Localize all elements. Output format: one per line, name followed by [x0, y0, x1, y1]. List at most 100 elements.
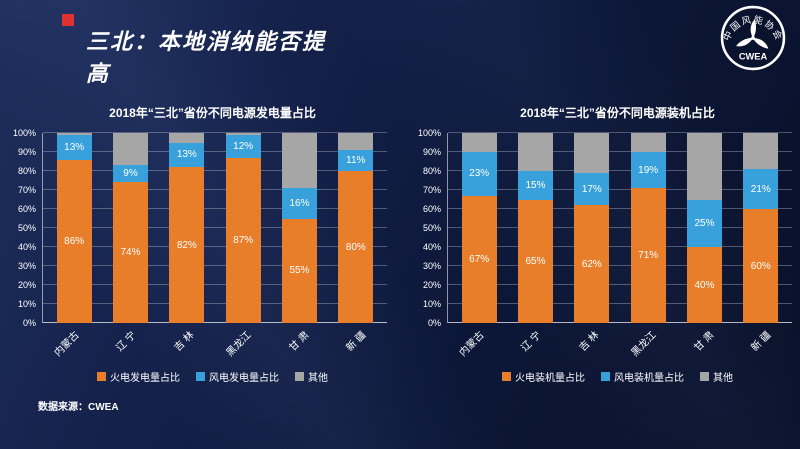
- x-category-label: 辽 宁: [519, 329, 544, 354]
- stacked-bar: 67% 23%: [461, 133, 497, 323]
- gridline: [448, 265, 792, 266]
- title-accent-square: [62, 14, 74, 26]
- data-label: 13%: [64, 141, 85, 153]
- bar-segment: [113, 133, 148, 166]
- gridline: [43, 284, 387, 285]
- bar-segment: 17%: [574, 172, 610, 206]
- gridline: [448, 284, 792, 285]
- gridline: [448, 227, 792, 228]
- x-slot: 黑龙江: [215, 323, 273, 369]
- x-category-label: 辽 宁: [114, 329, 139, 354]
- x-slot: 新 疆: [735, 323, 793, 369]
- gridline: [43, 246, 387, 247]
- page-title: 三北：本地消纳能否提高: [86, 29, 327, 86]
- stacked-bar: 80% 11%: [338, 133, 374, 323]
- stacked-bar: 74% 9%: [113, 133, 148, 323]
- x-slot: 甘 肃: [272, 323, 330, 369]
- x-category-label: 吉 林: [172, 329, 197, 354]
- legend-swatch: [97, 372, 106, 381]
- x-slot: 内蒙古: [447, 323, 505, 369]
- x-slot: 吉 林: [562, 323, 620, 369]
- bar-segment: 25%: [687, 199, 722, 247]
- stacked-bar: 62% 17%: [574, 133, 610, 323]
- data-label: 67%: [469, 253, 490, 265]
- wind-turbine-icon: [736, 19, 769, 49]
- title-block: 三北：本地消纳能否提高: [62, 14, 338, 90]
- y-tick-label: 70%: [17, 185, 36, 195]
- bar-slot: 55% 16%: [271, 133, 327, 323]
- bars-area: 86% 13% 74% 9% 82% 13% 87% 12% 55% 16% 80% 11%: [43, 133, 387, 323]
- data-label: 86%: [64, 235, 85, 247]
- bar-segment: 9%: [113, 165, 148, 183]
- legend-swatch: [502, 372, 511, 381]
- x-category-label: 黑龙江: [629, 329, 659, 359]
- bar-segment: [687, 133, 722, 200]
- bar-segment: 13%: [56, 134, 92, 160]
- stacked-bar: 71% 19%: [630, 133, 666, 323]
- y-tick-label: 90%: [422, 147, 441, 157]
- chart-title: 2018年“三北”省份不同电源发电量占比: [109, 106, 316, 120]
- data-label: 12%: [233, 140, 254, 152]
- data-label: 17%: [581, 183, 602, 195]
- bar-segment: 40%: [687, 247, 722, 323]
- bar-slot: 82% 13%: [159, 133, 215, 323]
- data-label: 15%: [525, 179, 546, 191]
- bar-slot: 74% 9%: [102, 133, 158, 323]
- data-label: 40%: [694, 279, 715, 291]
- bar-segment: 80%: [338, 171, 374, 323]
- gridline: [448, 151, 792, 152]
- gridline: [448, 322, 792, 323]
- gridline: [43, 322, 387, 323]
- chart-body: 0% 10% 20% 30% 40% 50% 60% 70% 80% 90% 100% 67% 23% 6…: [413, 128, 792, 328]
- charts-row: 2018年“三北”省份不同电源发电量占比 0% 10% 20% 30% 40% 50% 60%…: [8, 104, 792, 384]
- data-label: 16%: [289, 197, 310, 209]
- bar-segment: 15%: [518, 171, 553, 200]
- data-label: 21%: [750, 183, 771, 195]
- legend-label: 风电发电量占比: [209, 373, 279, 384]
- gridline: [448, 208, 792, 209]
- x-slot: 黑龙江: [620, 323, 678, 369]
- bar-segment: 13%: [169, 142, 205, 168]
- x-category-label: 新 疆: [749, 329, 774, 354]
- stacked-bar: 40% 25%: [687, 133, 722, 323]
- legend-label: 其他: [308, 373, 328, 384]
- y-tick-label: 20%: [17, 280, 36, 290]
- data-label: 25%: [694, 217, 715, 229]
- bar-slot: 87% 12%: [215, 133, 271, 323]
- data-source: 数据来源：CWEA: [38, 402, 119, 413]
- y-tick-label: 100%: [417, 128, 441, 138]
- y-tick-label: 10%: [17, 299, 36, 309]
- data-label: 60%: [750, 260, 771, 272]
- gridline: [43, 227, 387, 228]
- bar-segment: 21%: [743, 169, 779, 209]
- gridline: [43, 132, 387, 133]
- x-axis: 内蒙古 辽 宁 吉 林 黑龙江 甘 肃 新 疆: [413, 323, 792, 369]
- x-slot: 内蒙古: [42, 323, 100, 369]
- y-tick-label: 50%: [422, 223, 441, 233]
- bar-slot: 65% 15%: [507, 133, 563, 323]
- cwea-logo-graphic: 中国风能协会 CWEA: [721, 5, 786, 71]
- legend: 火电装机量占比 风电装机量占比 其他: [413, 369, 792, 384]
- data-label: 74%: [120, 247, 141, 259]
- y-tick-label: 40%: [422, 242, 441, 252]
- bar-slot: 62% 17%: [564, 133, 620, 323]
- bar-segment: 82%: [169, 167, 205, 323]
- x-category-label: 甘 肃: [692, 329, 717, 354]
- y-tick-label: 20%: [422, 280, 441, 290]
- data-label: 80%: [345, 241, 366, 253]
- plot-area: 67% 23% 65% 15% 62% 17% 71% 19% 40% 25% 60% 21%: [447, 132, 792, 323]
- data-label: 82%: [176, 239, 197, 251]
- legend-swatch: [295, 372, 304, 381]
- bar-segment: [518, 133, 553, 171]
- bar-segment: 19%: [630, 152, 666, 189]
- bar-segment: [282, 133, 317, 189]
- stacked-bar: 82% 13%: [169, 133, 205, 323]
- x-category-label: 甘 肃: [287, 329, 312, 354]
- y-tick-label: 90%: [17, 147, 36, 157]
- stacked-bar: 55% 16%: [282, 133, 317, 323]
- bar-segment: 16%: [282, 188, 317, 219]
- y-tick-label: 30%: [17, 261, 36, 271]
- y-tick-label: 40%: [17, 242, 36, 252]
- bar-segment: 12%: [225, 134, 261, 158]
- bars-area: 67% 23% 65% 15% 62% 17% 71% 19% 40% 25% 60% 21%: [448, 133, 792, 323]
